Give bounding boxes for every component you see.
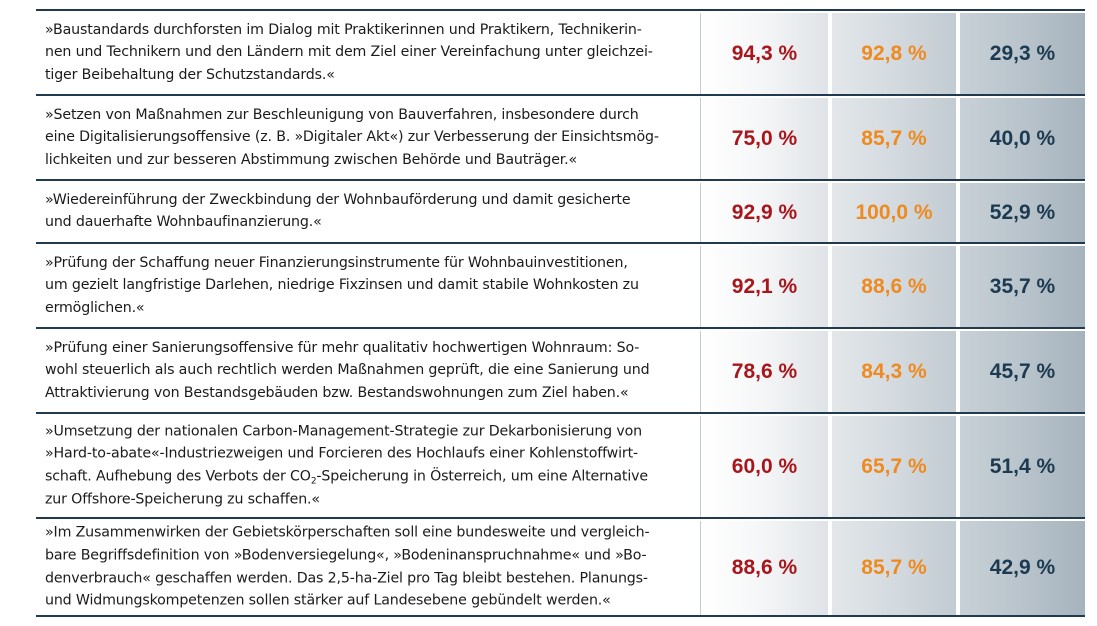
value-column-2: 92,8 % <box>830 13 956 94</box>
value-column-1: 75,0 % <box>700 98 828 179</box>
value-column-3: 45,7 % <box>958 331 1085 412</box>
measure-text: »Baustandards durchforsten im Dialog mit… <box>45 21 653 83</box>
table-row: »Wiedereinführung der Zweckbindung der W… <box>36 179 1085 242</box>
value-column-1: 60,0 % <box>700 416 828 517</box>
results-table: »Baustandards durchforsten im Dialog mit… <box>36 9 1085 617</box>
measure-text-part: »Umsetzung der nationalen Carbon-Managem… <box>45 422 643 485</box>
value-column-1: 94,3 % <box>700 13 828 94</box>
measure-text: »Setzen von Maßnahmen zur Beschleunigung… <box>45 106 659 168</box>
table-row: »Prüfung einer Sanierungsoffensive für m… <box>36 327 1085 412</box>
value-column-2: 85,7 % <box>830 98 956 179</box>
measure-text: »Prüfung einer Sanierungsoffensive für m… <box>45 339 650 401</box>
table-row: »Setzen von Maßnahmen zur Beschleunigung… <box>36 94 1085 179</box>
value-column-1: 92,9 % <box>700 183 828 242</box>
table-row: »Prüfung der Schaffung neuer Finanzierun… <box>36 242 1085 327</box>
value-column-3: 42,9 % <box>958 521 1085 615</box>
value-column-3: 51,4 % <box>958 416 1085 517</box>
subscript-two: 2 <box>310 476 317 487</box>
value-column-1: 92,1 % <box>700 246 828 327</box>
measure-text: »Umsetzung der nationalen Carbon-Managem… <box>45 420 695 511</box>
table-row: »Im Zusammenwirken der Gebietskörperscha… <box>36 517 1085 617</box>
value-column-2: 88,6 % <box>830 246 956 327</box>
value-column-2: 65,7 % <box>830 416 956 517</box>
value-column-1: 78,6 % <box>700 331 828 412</box>
measure-text: »Wiedereinführung der Zweckbindung der W… <box>45 191 631 231</box>
value-column-1: 88,6 % <box>700 521 828 615</box>
table-row: »Baustandards durchforsten im Dialog mit… <box>36 9 1085 94</box>
measure-text: »Im Zusammenwirken der Gebietskörperscha… <box>45 524 650 609</box>
measure-text-part: -Speicherung in Österreich, um eine Alte… <box>45 468 648 508</box>
value-column-3: 29,3 % <box>958 13 1085 94</box>
value-column-3: 40,0 % <box>958 98 1085 179</box>
measure-text: »Prüfung der Schaffung neuer Finanzierun… <box>45 254 639 316</box>
table-row: »Umsetzung der nationalen Carbon-Managem… <box>36 412 1085 517</box>
value-column-3: 35,7 % <box>958 246 1085 327</box>
value-column-2: 100,0 % <box>830 183 956 242</box>
value-column-2: 85,7 % <box>830 521 956 615</box>
value-column-3: 52,9 % <box>958 183 1085 242</box>
value-column-2: 84,3 % <box>830 331 956 412</box>
